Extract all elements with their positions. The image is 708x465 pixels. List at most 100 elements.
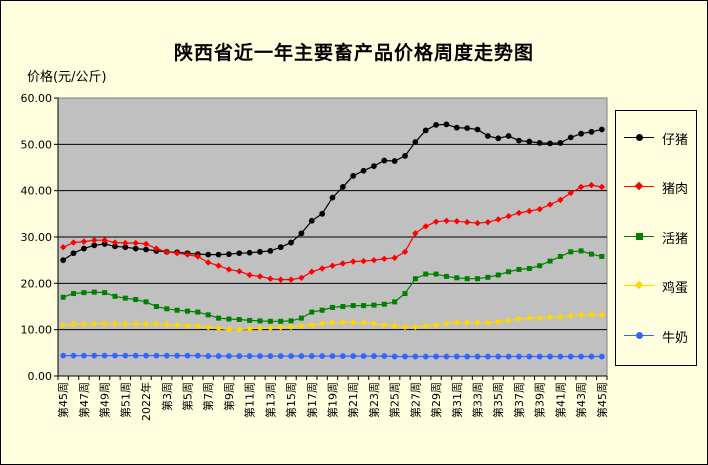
data-point	[578, 130, 585, 137]
data-point	[163, 352, 170, 359]
legend-marker	[634, 181, 644, 191]
data-point	[194, 253, 202, 260]
data-point	[225, 326, 233, 333]
data-point	[360, 257, 367, 265]
data-point	[143, 352, 149, 359]
x-tick-label: 第25周	[388, 382, 402, 418]
data-point	[173, 321, 181, 329]
legend-item: 活猪	[616, 227, 696, 247]
data-point	[143, 299, 149, 305]
data-point	[91, 237, 98, 244]
data-point	[422, 322, 429, 330]
data-point	[598, 126, 605, 133]
data-point	[308, 353, 315, 359]
data-point	[443, 320, 450, 327]
data-point	[536, 353, 543, 360]
data-point	[475, 276, 481, 282]
y-axis-label: 价格(元/公斤)	[27, 70, 107, 85]
data-point	[463, 218, 471, 226]
data-point	[226, 316, 232, 322]
data-point	[329, 319, 336, 326]
data-point	[80, 320, 88, 328]
data-point	[59, 243, 67, 251]
data-point	[236, 353, 243, 359]
x-tick-label: 第21周	[346, 382, 360, 418]
data-point	[101, 237, 108, 244]
data-point	[288, 353, 294, 359]
data-point	[102, 290, 108, 296]
x-tick-label: 第49周	[98, 382, 112, 418]
data-point	[308, 217, 315, 224]
data-point	[225, 266, 233, 273]
data-point	[443, 121, 450, 128]
y-tick-label: 20.00	[21, 277, 53, 290]
data-point	[112, 352, 118, 359]
legend: 仔猪 猪肉 活猪 鸡蛋 牛奶	[615, 110, 697, 366]
data-point	[132, 352, 139, 359]
data-point	[278, 318, 284, 324]
data-point	[401, 323, 409, 331]
x-tick-label: 第3周	[160, 382, 174, 411]
data-point	[236, 268, 243, 275]
data-point	[70, 320, 77, 328]
data-point	[495, 135, 502, 142]
data-point	[361, 303, 367, 309]
x-tick-label: 第41周	[553, 382, 567, 418]
legend-label: 鸡蛋	[662, 281, 689, 296]
data-point	[422, 223, 429, 230]
data-point	[350, 319, 357, 326]
data-point	[111, 320, 119, 327]
data-point	[101, 320, 108, 327]
data-point	[381, 157, 388, 164]
data-point	[195, 309, 201, 315]
data-point	[391, 158, 398, 164]
data-point	[205, 312, 211, 318]
data-point	[433, 271, 439, 277]
data-point	[423, 271, 429, 277]
x-tick-label: 第39周	[533, 382, 547, 418]
data-point	[557, 313, 564, 320]
x-tick-label: 第45周	[56, 382, 70, 418]
data-point	[381, 353, 388, 359]
data-point	[339, 260, 347, 267]
data-point	[526, 207, 533, 215]
data-point	[236, 326, 243, 333]
data-point	[495, 216, 502, 223]
data-point	[567, 134, 574, 141]
data-point	[515, 209, 523, 217]
data-point	[432, 321, 440, 329]
data-point	[453, 319, 461, 326]
data-point	[256, 273, 264, 280]
x-tick-label: 第23周	[367, 382, 381, 418]
data-point	[432, 218, 440, 225]
data-point	[91, 242, 98, 249]
data-point	[288, 239, 294, 246]
data-point	[236, 316, 242, 322]
data-point	[505, 133, 512, 139]
x-tick-label: 第51周	[118, 382, 132, 418]
data-point	[422, 127, 429, 134]
data-point	[381, 301, 387, 307]
data-point	[412, 230, 419, 237]
data-point	[204, 259, 212, 266]
data-point	[194, 322, 202, 330]
data-point	[463, 319, 471, 326]
data-point	[142, 240, 150, 248]
data-point	[578, 248, 584, 254]
data-point	[267, 248, 274, 254]
data-point	[474, 319, 481, 326]
data-point	[132, 239, 139, 247]
legend-label: 活猪	[662, 232, 689, 247]
data-point	[443, 353, 450, 360]
data-point	[547, 140, 553, 147]
data-point	[546, 201, 554, 208]
data-point	[391, 353, 398, 360]
data-point	[505, 212, 512, 220]
data-point	[391, 322, 398, 330]
data-point	[412, 276, 418, 282]
data-point	[142, 320, 150, 328]
legend-label: 仔猪	[662, 133, 689, 148]
data-point	[484, 133, 491, 139]
data-point	[71, 291, 77, 297]
data-point	[567, 189, 574, 197]
